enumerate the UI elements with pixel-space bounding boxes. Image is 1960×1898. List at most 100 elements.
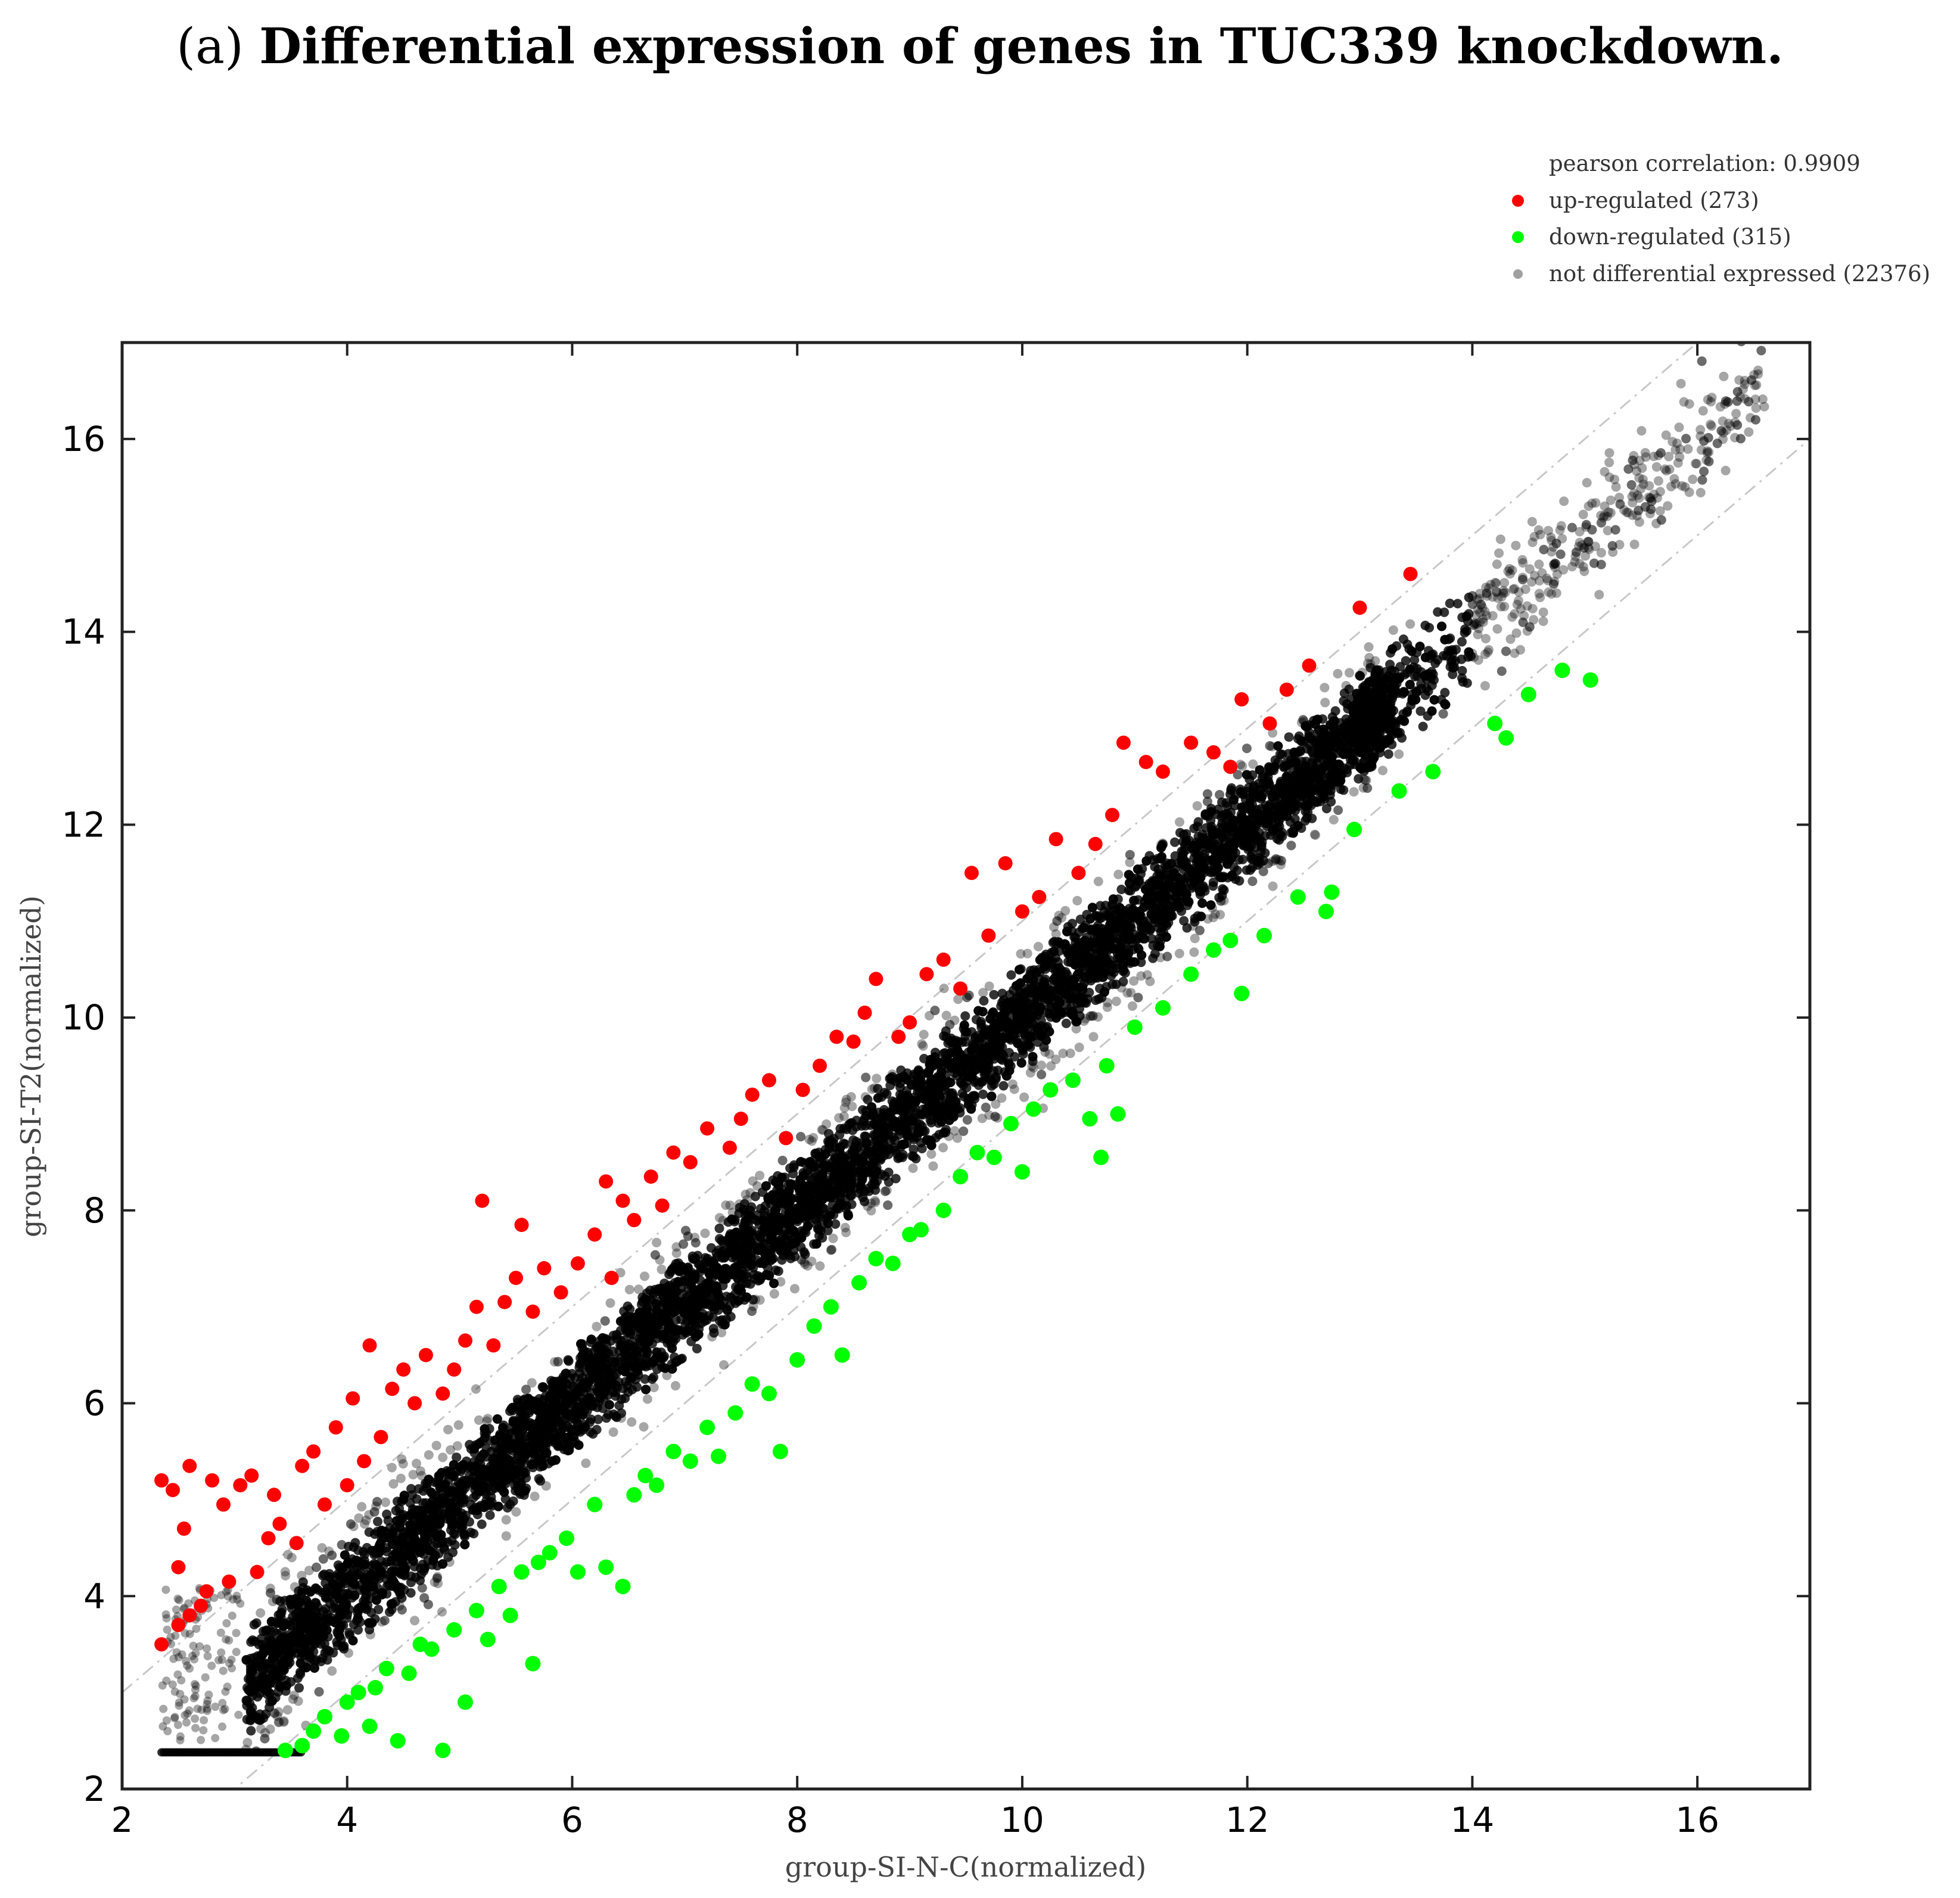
figure-title-main: Differential expression of genes in TUC3… [259,18,1784,75]
point-not-differential [1542,573,1552,583]
point-not-differential [1504,564,1514,574]
point-not-differential [960,1011,970,1021]
point-not-differential [1530,571,1539,581]
point-not-differential [424,1450,434,1460]
point-not-differential [1511,628,1522,638]
point-not-differential [1481,582,1491,592]
point-not-differential [1629,459,1639,469]
point-not-differential [1619,505,1629,515]
point-not-differential [1677,481,1687,491]
point-not-differential [357,1502,367,1512]
point-not-differential [327,1666,337,1676]
point-not-differential [1655,506,1665,516]
point-not-differential [657,1264,667,1274]
point-not-differential [1320,698,1330,708]
point-not-differential [670,1381,680,1391]
point-not-differential [249,1620,259,1630]
point-not-differential [1718,416,1728,426]
point-not-differential [908,1163,918,1173]
point-not-differential [1182,923,1192,933]
point-not-differential [1412,671,1422,681]
point-not-differential [1551,588,1561,598]
point-not-differential [928,1161,938,1171]
point-not-differential [1470,618,1480,628]
point-not-differential [1484,583,1494,593]
point-not-differential [1420,690,1430,700]
point-not-differential [1529,532,1539,542]
point-not-differential [1122,988,1133,998]
point-not-differential [1155,953,1165,963]
point-not-differential [671,1242,682,1252]
point-not-differential [1358,783,1368,793]
point-not-differential [471,1384,481,1394]
point-not-differential [1662,466,1672,476]
point-not-differential [1594,590,1604,600]
point-not-differential [593,1414,603,1424]
point-not-differential [1102,910,1112,920]
point-not-differential [1555,525,1565,535]
point-not-differential [1628,497,1638,508]
point-not-differential [1415,642,1425,652]
point-not-differential [1452,599,1463,609]
point-not-differential [260,1728,270,1738]
point-not-differential [453,1420,463,1430]
legend-marker-down [1512,231,1524,243]
point-not-differential [1706,397,1716,407]
point-not-differential [1061,1018,1071,1028]
point-not-differential [704,1311,714,1321]
point-not-differential [373,1517,382,1527]
point-not-differential [808,1132,819,1143]
point-not-differential [1721,425,1731,435]
point-not-differential [1498,586,1508,596]
point-not-differential [1330,706,1340,716]
point-not-differential [1691,459,1701,469]
point-not-differential [1433,607,1443,617]
point-not-differential [1533,525,1544,535]
point-not-differential [406,1588,416,1598]
point-not-differential [826,1135,836,1146]
point-not-differential [1738,384,1748,394]
point-not-differential [1527,577,1536,587]
reference-line-1 [122,343,1699,1694]
point-not-differential [1740,379,1750,389]
point-not-differential [1680,482,1690,492]
point-not-differential [1691,459,1701,469]
point-not-differential [1142,970,1152,980]
point-not-differential [1695,425,1706,435]
not-differential-points [157,343,1769,1757]
point-not-differential [1636,484,1646,494]
point-not-differential [1514,596,1523,606]
point-not-differential [1674,422,1684,433]
point-not-differential [452,1441,462,1451]
point-not-differential [1271,855,1281,866]
point-not-differential [1505,634,1516,644]
point-not-differential [847,1102,857,1112]
point-not-differential [755,1171,765,1181]
point-not-differential [1046,1061,1056,1071]
point-not-differential [1663,501,1673,511]
point-not-differential [288,1694,298,1704]
point-not-differential [1311,830,1320,840]
point-not-differential [1570,551,1581,561]
point-not-differential [1740,394,1750,404]
point-not-differential [1634,517,1644,527]
point-not-differential [1552,569,1562,579]
point-not-differential [1116,885,1127,894]
point-not-differential [1175,817,1184,827]
point-not-differential [708,1324,718,1334]
point-not-differential [756,1203,766,1214]
point-not-differential [1128,895,1138,906]
point-not-differential [1484,645,1494,655]
point-not-differential [950,1126,960,1136]
point-not-differential [1248,759,1258,769]
point-not-differential [1675,444,1685,454]
legend-pearson-annotation: pearson correlation: 0.9909 [1549,151,1861,176]
point-not-differential [1707,421,1717,431]
point-not-differential [917,1039,927,1049]
point-not-differential [289,1690,299,1700]
point-not-differential [1496,602,1506,612]
point-not-differential [649,1372,659,1382]
point-not-differential [1635,456,1645,465]
point-not-differential [1473,630,1483,640]
